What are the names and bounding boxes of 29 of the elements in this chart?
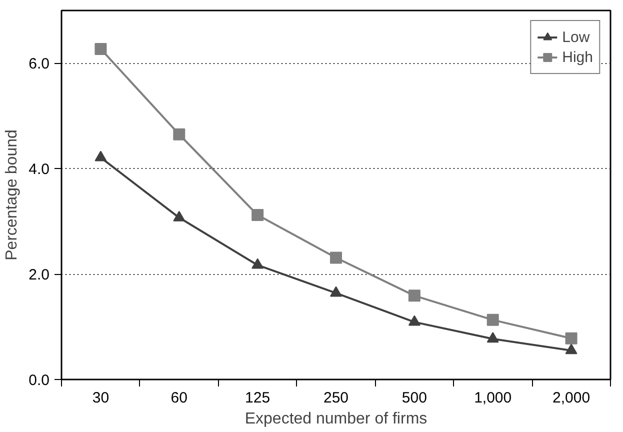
point: [252, 209, 264, 222]
x-tick-label: 1,000: [474, 390, 512, 406]
point: [486, 332, 499, 343]
x-tick-label: 125: [245, 390, 270, 406]
legend-label: High: [562, 48, 593, 66]
point: [408, 315, 420, 326]
point: [173, 210, 186, 222]
x-tick-label: 30: [92, 390, 110, 406]
y-tick-label: 2.0: [28, 266, 50, 284]
x-tick-label: 2,000: [552, 390, 590, 406]
x-axis-title: Expected number of firms: [244, 410, 428, 428]
point: [94, 42, 107, 55]
x-tick-label: 60: [170, 390, 188, 406]
y-tick-label: 4.0: [28, 161, 50, 178]
point: [330, 286, 342, 297]
y-axis-title: Percentage bound: [4, 130, 21, 260]
point: [252, 258, 264, 269]
x-tick-label: 500: [402, 390, 427, 406]
point: [94, 150, 107, 162]
point: [330, 252, 342, 264]
point: [565, 344, 578, 354]
x-tick-label: 250: [323, 390, 349, 406]
legend-label: Low: [562, 28, 590, 46]
y-tick-label: 6.0: [28, 56, 50, 73]
y-tick-label: 0.0: [28, 372, 50, 389]
point: [408, 290, 420, 302]
point: [173, 128, 186, 140]
point: [486, 314, 499, 326]
point: [565, 332, 578, 344]
